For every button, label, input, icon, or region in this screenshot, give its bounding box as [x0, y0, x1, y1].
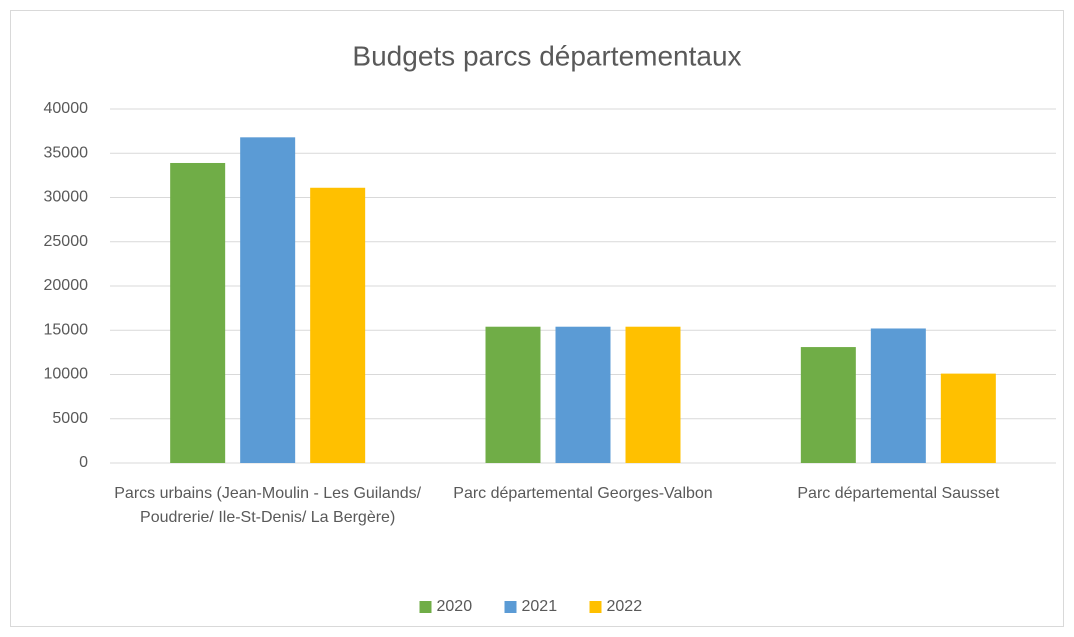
chart-title: Budgets parcs départementaux [352, 40, 741, 71]
bar [800, 347, 856, 463]
x-tick-label: Parc départemental Sausset [797, 485, 1000, 502]
y-tick-label: 5000 [52, 410, 88, 427]
bar [555, 326, 611, 463]
legend-swatch [504, 601, 517, 613]
legend-label: 2021 [522, 598, 558, 615]
y-tick-label: 25000 [44, 233, 89, 250]
bar [940, 373, 996, 463]
y-tick-label: 10000 [44, 366, 89, 383]
legend-swatch [419, 601, 432, 613]
x-tick-label: Parcs urbains (Jean-Moulin - Les Guiland… [114, 485, 422, 526]
legend-label: 2020 [437, 598, 473, 615]
y-tick-label: 0 [79, 454, 88, 471]
bar [625, 326, 681, 463]
bar [170, 162, 226, 464]
bar [870, 328, 926, 463]
bar [240, 137, 296, 463]
x-tick-label: Parc départemental Georges-Valbon [453, 485, 713, 502]
bar [485, 326, 541, 463]
y-tick-label: 40000 [44, 100, 89, 117]
y-tick-label: 30000 [44, 189, 89, 206]
y-tick-label: 15000 [44, 321, 89, 338]
y-tick-label: 35000 [44, 144, 89, 161]
legend-swatch [589, 601, 602, 613]
bar [310, 187, 366, 463]
chart-border [10, 10, 1064, 627]
y-tick-label: 20000 [44, 277, 89, 294]
legend-label: 2022 [607, 598, 643, 615]
